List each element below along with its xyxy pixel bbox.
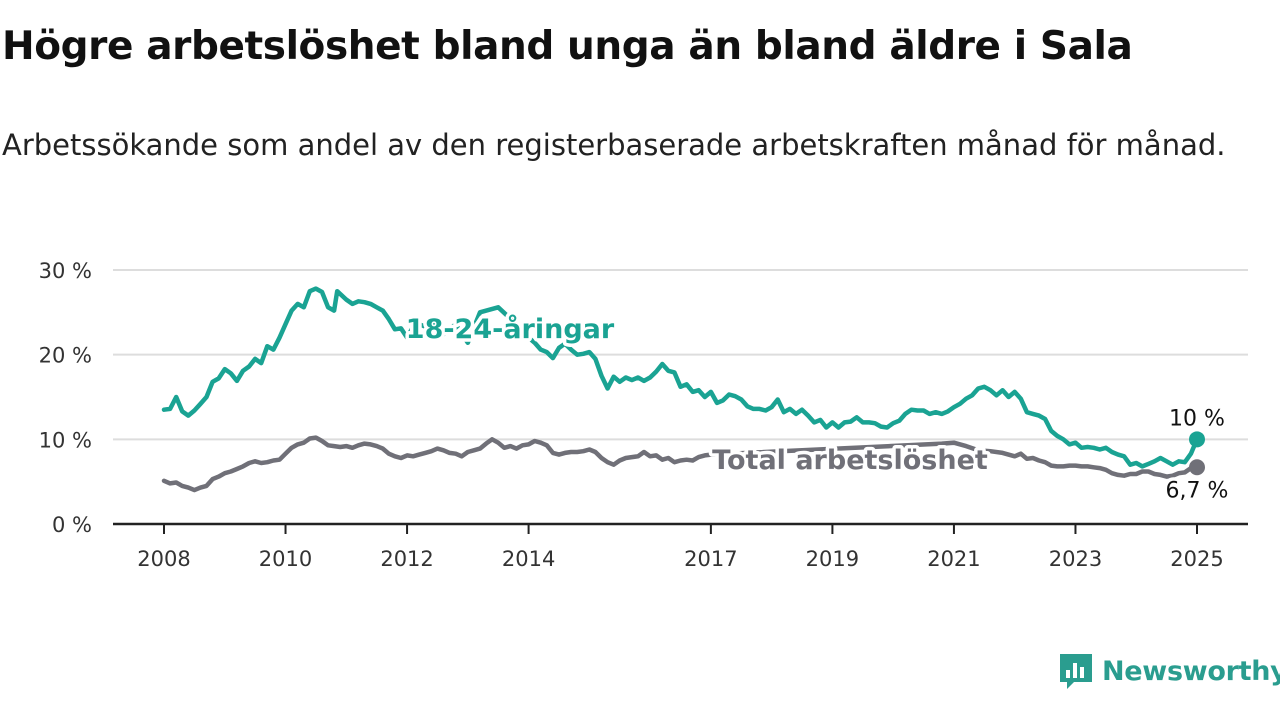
x-tick-label: 2021 [927,547,980,571]
x-axis-ticks: 2008 2010 2012 2014 2017 2019 2021 2023 2025 [137,524,1224,571]
brand-logo[interactable]: Newsworthy [1058,652,1280,690]
series-labels: 18-24-åringar Total arbetslöshet 10 % 6,7 % [402,310,1232,507]
x-tick-label: 2008 [137,547,190,571]
end-value-total: 6,7 % [1166,478,1229,503]
x-tick-label: 2019 [806,547,859,571]
newsworthy-logo-icon [1060,654,1092,689]
y-tick-label: 30 % [39,259,92,283]
x-tick-label: 2012 [380,547,433,571]
grid-lines [113,269,1248,441]
series-line-total [161,435,1200,493]
x-tick-label: 2010 [259,547,312,571]
series-label-total: Total arbetslöshet [712,445,988,476]
x-tick-label: 2017 [684,547,737,571]
series-label-youth: 18-24-åringar [406,313,615,345]
end-value-youth: 10 % [1169,406,1225,431]
brand-name: Newsworthy [1102,655,1280,687]
series-lines [161,286,1205,493]
x-tick-label: 2023 [1049,547,1102,571]
end-point-marker [1189,459,1205,476]
x-tick-label: 2014 [502,547,555,571]
y-tick-label: 10 % [39,428,92,452]
y-tick-label: 20 % [39,344,92,368]
y-tick-label: 0 % [52,513,92,537]
chart-title: Högre arbetslöshet bland unga än bland ä… [2,24,1133,69]
y-axis-ticks: 0 % 10 % 20 % 30 % [39,259,92,537]
x-tick-label: 2025 [1170,547,1223,571]
chart-subtitle: Arbetssökande som andel av den registerb… [2,128,1226,162]
end-point-marker [1189,431,1205,448]
series-line-youth [161,286,1200,469]
